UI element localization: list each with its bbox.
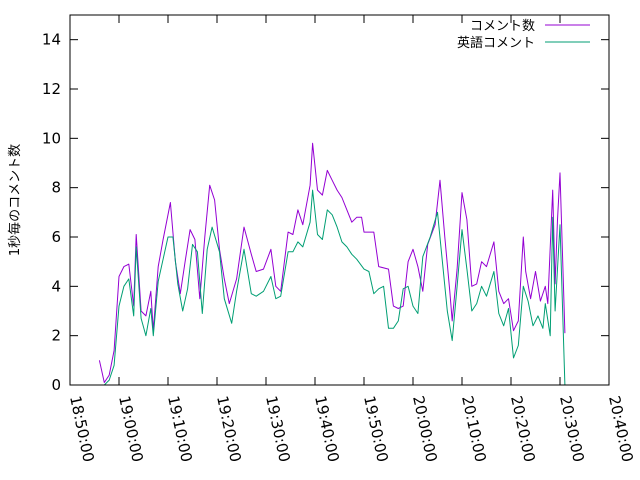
y-tick-label: 8 (51, 179, 61, 197)
y-tick-label: 14 (42, 31, 61, 49)
legend-label: 英語コメント (457, 35, 535, 51)
y-tick-label: 2 (51, 327, 61, 345)
series-lines (98, 142, 566, 386)
y-tick-label: 10 (42, 129, 61, 147)
plot-frame (69, 14, 610, 386)
legend-label: コメント数 (470, 19, 535, 34)
y-tick-label: 12 (42, 80, 61, 98)
y-tick-label: 0 (51, 376, 61, 394)
y-tick-label: 4 (51, 277, 61, 295)
y-axis-ticks: 0 2 4 6 8 10 12 14 (42, 31, 609, 394)
series-line-1 (103, 189, 566, 386)
y-axis-label: 1秒毎のコメント数 (7, 144, 23, 256)
y-tick-label: 6 (51, 228, 61, 246)
